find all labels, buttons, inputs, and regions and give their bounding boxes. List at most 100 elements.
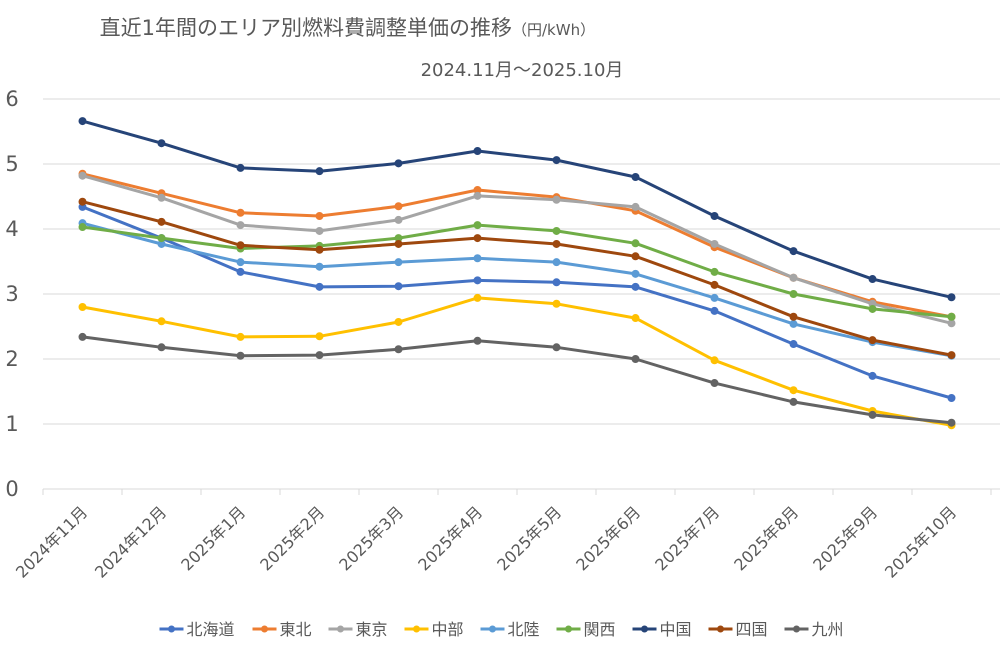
data-point: [236, 163, 245, 172]
chart-title-unit: （円/kWh）: [512, 21, 595, 39]
data-point: [710, 356, 719, 365]
data-point: [947, 418, 956, 427]
series-北海道: [78, 202, 956, 402]
data-point: [394, 345, 403, 354]
legend-marker-icon: [641, 625, 648, 633]
data-point: [315, 212, 324, 220]
data-point: [710, 293, 719, 302]
data-point: [394, 317, 403, 326]
series-group: [78, 117, 956, 430]
series-line: [81, 119, 953, 299]
data-point: [236, 221, 245, 230]
legend-marker-icon: [261, 625, 268, 633]
y-tick-label: 2: [5, 347, 18, 371]
data-point: [394, 282, 403, 291]
data-point: [394, 239, 403, 248]
series-九州: [78, 332, 956, 427]
x-axis: 2024年11月 2024年12月 2025年1月 2025年2月 2025年3月 202…: [12, 488, 1000, 582]
x-tick-label: 2025年8月: [730, 502, 802, 574]
series-line: [81, 296, 953, 427]
data-point: [157, 343, 166, 352]
x-tick-label: 2025年5月: [493, 502, 565, 574]
data-point: [552, 239, 561, 248]
legend-marker-icon: [168, 625, 175, 633]
data-point: [78, 303, 87, 311]
data-point: [157, 317, 166, 326]
x-tick-label: 2025年6月: [572, 502, 644, 574]
data-point: [236, 267, 245, 276]
data-point: [552, 226, 561, 235]
legend-item: 関西: [556, 620, 616, 639]
data-point: [868, 275, 877, 284]
data-point: [789, 340, 798, 349]
data-point: [710, 306, 719, 315]
legend-item: 四国: [708, 620, 768, 639]
data-point: [789, 397, 798, 406]
data-point: [631, 202, 640, 211]
legend-label: 関西: [584, 620, 616, 639]
data-point: [552, 195, 561, 204]
data-point: [315, 332, 324, 341]
data-point: [473, 234, 482, 243]
data-point: [789, 312, 798, 321]
data-point: [631, 269, 640, 278]
legend: 北海道 東北 東京 中部 北陸 関西 中国 四国 九州: [159, 620, 844, 639]
data-point: [868, 304, 877, 313]
data-point: [236, 351, 245, 360]
legend-label: 北海道: [187, 620, 235, 639]
data-point: [394, 258, 403, 267]
y-tick-label: 3: [5, 282, 18, 306]
legend-marker-icon: [565, 625, 572, 633]
x-tick-label: 2025年4月: [414, 502, 486, 574]
series-関西: [78, 221, 956, 321]
data-point: [394, 215, 403, 224]
data-point: [315, 226, 324, 235]
x-tick-label: 2025年2月: [256, 502, 328, 574]
data-point: [789, 247, 798, 256]
data-point: [394, 159, 403, 168]
series-line: [81, 200, 953, 357]
data-point: [473, 336, 482, 345]
x-tick-label: 2025年3月: [335, 502, 407, 574]
series-line: [81, 335, 953, 425]
data-point: [631, 173, 640, 181]
data-point: [710, 379, 719, 388]
chart-title: 直近1年間のエリア別燃料費調整単価の推移: [100, 16, 512, 40]
data-point: [789, 386, 798, 395]
x-tick-label: 2025年9月: [809, 502, 881, 574]
data-point: [236, 332, 245, 341]
chart-title-group: 直近1年間のエリア別燃料費調整単価の推移 （円/kWh） 2024.11月～20…: [100, 16, 624, 81]
data-point: [394, 202, 403, 211]
x-tick-label: 2024年12月: [91, 502, 170, 581]
data-point: [552, 156, 561, 165]
series-line: [81, 221, 953, 358]
data-point: [473, 293, 482, 302]
y-tick-label: 0: [5, 477, 18, 501]
data-point: [236, 208, 245, 217]
legend-label: 中部: [432, 620, 464, 639]
data-point: [552, 278, 561, 287]
data-point: [78, 171, 87, 180]
series-四国: [78, 197, 956, 360]
data-point: [473, 191, 482, 200]
data-point: [315, 262, 324, 271]
y-tick-label: 1: [5, 412, 18, 436]
legend-marker-icon: [337, 625, 344, 633]
y-tick-label: 6: [5, 87, 18, 111]
chart-title-main: 直近1年間のエリア別燃料費調整単価の推移: [100, 16, 512, 40]
data-point: [868, 371, 877, 380]
data-point: [473, 147, 482, 155]
gridlines: [43, 98, 1000, 425]
data-point: [710, 267, 719, 276]
series-東京: [78, 171, 956, 328]
y-tick-label: 5: [5, 152, 18, 176]
data-point: [552, 343, 561, 352]
data-point: [868, 410, 877, 419]
legend-marker-icon: [413, 625, 420, 633]
data-point: [236, 241, 245, 250]
data-point: [947, 319, 956, 328]
data-point: [552, 299, 561, 308]
legend-item: 東北: [252, 620, 312, 639]
data-point: [236, 258, 245, 267]
